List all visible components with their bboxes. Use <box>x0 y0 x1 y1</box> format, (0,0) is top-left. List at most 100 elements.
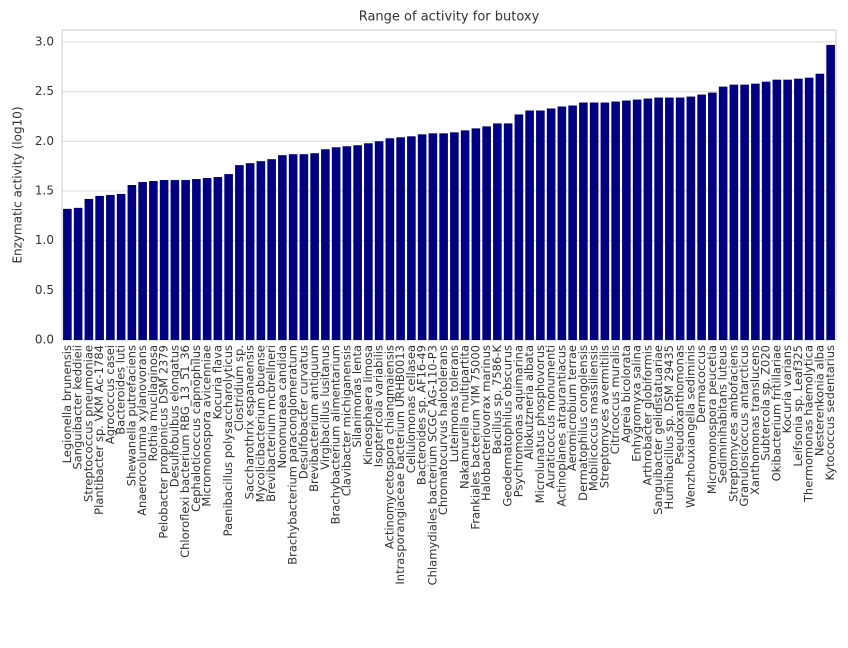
bar <box>729 84 739 341</box>
x-tick-label: Micromonospora peucetia <box>705 345 719 494</box>
x-tick-label: Streptococcus pneumoniae <box>81 345 95 502</box>
x-tick-label: Granulosicoccus antarcticus <box>737 345 751 507</box>
x-tick-label: Shewanella putrefaciens <box>124 345 138 486</box>
x-tick-label: Luteimonas tolerans <box>447 345 461 462</box>
bar <box>127 185 137 340</box>
bar <box>299 154 309 340</box>
bar <box>374 141 384 340</box>
bar <box>557 106 567 340</box>
bar <box>600 102 610 341</box>
x-tick-label: Subtercola sp. Z020 <box>759 345 773 461</box>
bar <box>460 130 470 340</box>
x-tick-label: Brevibacterium antiquum <box>307 345 321 492</box>
x-tick-label: Streptomyces ambofaciens <box>726 345 740 502</box>
x-tick-label: Saccharothrix espanaensis <box>243 345 257 499</box>
bar <box>95 195 104 340</box>
bar <box>589 102 599 341</box>
x-tick-label: Humibacillus sp. DSM 29435 <box>662 345 676 509</box>
bar <box>106 194 115 340</box>
bar <box>536 110 545 340</box>
bar <box>202 178 212 340</box>
y-tick-label: 1.0 <box>35 233 54 247</box>
plot-frame <box>61 29 837 341</box>
bar <box>267 159 276 340</box>
x-tick-label: Dermatophilus congolensis <box>576 345 590 501</box>
x-tick-label: Sanguibacter gelidistatuariae <box>651 345 665 515</box>
bar <box>546 108 556 340</box>
bar <box>740 84 749 341</box>
x-tick-label: Chloroflexi bacterium RBG_13_51_36 <box>178 345 192 558</box>
bar <box>772 79 782 340</box>
x-tick-label: Nakamurella multipartita <box>458 345 472 489</box>
x-tick-label: Okibacterium fritillariae <box>769 345 783 481</box>
chart-title: Range of activity for butoxy <box>359 10 540 25</box>
bar <box>718 86 728 340</box>
x-tick-label: Citricoccus muralis <box>608 345 622 454</box>
x-tick-label: Halobacteriovorax marinus <box>479 345 493 501</box>
x-tick-label: Auraticoccus monumenti <box>544 345 558 489</box>
bar <box>73 207 83 340</box>
bar <box>278 155 287 340</box>
bar <box>224 174 233 340</box>
bar <box>643 98 653 340</box>
bar <box>192 179 201 340</box>
x-tick-label: Aeromicrobium terrae <box>565 345 579 471</box>
bar <box>493 123 502 341</box>
y-tick-label: 3.0 <box>35 34 54 48</box>
x-tick-label: Legionella brunensis <box>60 345 74 463</box>
x-tick-label: Bacteroides luti <box>114 345 128 435</box>
bar <box>622 100 631 341</box>
x-tick-label: Actinomycetospora chiangmaiensis <box>382 345 396 549</box>
bar <box>63 208 72 340</box>
bar <box>568 105 577 340</box>
bar <box>503 123 513 341</box>
bar <box>579 102 588 341</box>
x-tick-label: Desulfobacter curvatus <box>296 345 310 479</box>
bar <box>159 180 169 340</box>
x-tick-label: Clavibacter michiganensis <box>339 345 353 496</box>
x-tick-label: Paenibacillus polysaccharolyticus <box>221 345 235 536</box>
bar <box>471 128 481 340</box>
bar <box>751 83 760 341</box>
x-tick-label: Leifsonia sp. Leaf325 <box>791 345 805 467</box>
x-tick-label: Brachybacterium paraconglomeratum <box>286 345 300 565</box>
x-tick-label: Micromonospora avicenniae <box>200 345 214 507</box>
x-tick-label: Intrasporangiaceae bacterium URHB0013 <box>393 345 407 585</box>
y-tick-label: 0.0 <box>35 333 54 347</box>
y-tick-label: 1.5 <box>35 183 54 197</box>
x-tick-label: Desulfobulbus elongatus <box>167 345 181 487</box>
bar <box>611 101 620 341</box>
x-tick-label: Kocuria flava <box>210 345 224 419</box>
x-tick-label: Actinoplanes atraurantiacus <box>554 345 568 507</box>
x-tick-label: Plantibacter sp. VKM Ac-1784 <box>92 345 106 515</box>
bar <box>525 110 534 340</box>
bar <box>632 99 642 340</box>
y-tick-label: 0.5 <box>35 283 54 297</box>
bar <box>396 137 405 340</box>
bar <box>439 133 448 340</box>
bar <box>804 77 814 340</box>
x-tick-label: Cephaloticoccus capnophilus <box>189 345 203 512</box>
x-tick-label: Isoptericola variabilis <box>372 345 386 467</box>
bar <box>353 145 362 340</box>
bar <box>331 147 341 340</box>
bar <box>256 161 266 340</box>
bar <box>213 177 223 340</box>
bar <box>288 154 298 340</box>
bar <box>310 153 319 340</box>
x-tick-label: Silanimonas lenta <box>350 345 364 448</box>
x-tick-label: Brevibacterium mcbrellneri <box>264 345 278 502</box>
x-tick-label: Thermomonas haemolytica <box>802 345 816 503</box>
x-tick-label: Rothia mucilaginosa <box>146 345 160 461</box>
bar <box>385 138 395 340</box>
x-tick-label: Kytococcus sedentarius <box>823 345 837 480</box>
bar <box>665 97 674 340</box>
y-tick-label: 2.5 <box>35 84 54 98</box>
bar <box>149 181 158 340</box>
x-tick-label: Mobilicoccus massiliensis <box>587 345 601 491</box>
bar <box>116 193 126 340</box>
bar <box>138 182 147 340</box>
x-tick-label: Nesterenkonia alba <box>812 345 826 456</box>
bar <box>321 149 330 340</box>
y-axis-label: Enzymatic activity (log10) <box>11 106 25 263</box>
